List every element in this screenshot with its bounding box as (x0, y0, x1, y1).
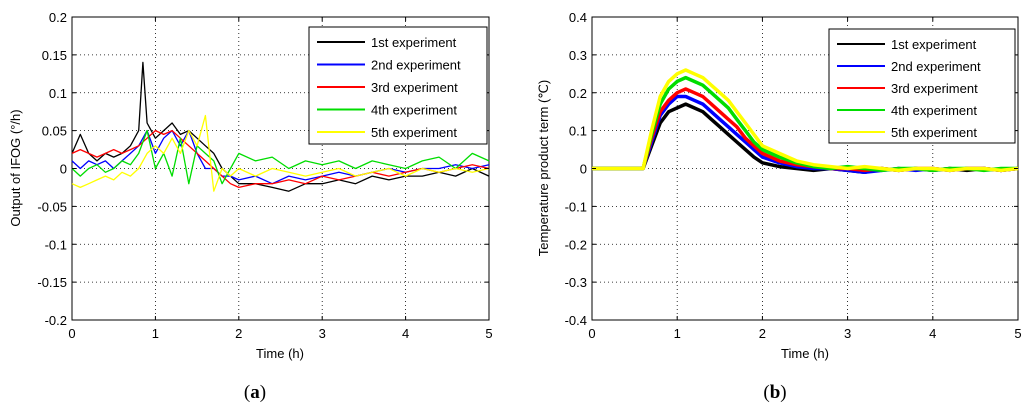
chart-b-y-tick-label: -0.2 (565, 237, 587, 252)
chart-a-y-tick-label: -0.2 (45, 313, 67, 328)
chart-a-x-tick-label: 3 (319, 326, 326, 341)
chart-b-y-tick-label: -0.3 (565, 275, 587, 290)
chart-b-y-tick-label: 0.3 (569, 48, 587, 63)
chart-a-x-tick-label: 0 (68, 326, 75, 341)
chart-a-legend: 1st experiment 2nd experiment 3rd experime… (308, 26, 488, 145)
chart-b-y-tick-label: 0.4 (569, 10, 587, 25)
chart-b-x-tick-label: 3 (844, 326, 851, 341)
chart-a-y-tick-label: -0.1 (45, 237, 67, 252)
chart-b-y-tick-label: 0.2 (569, 86, 587, 101)
chart-a-x-ticks: 0 1 2 3 4 5 (68, 17, 493, 341)
chart-a-y-tick-label: -0.15 (37, 275, 67, 290)
chart-a-series (71, 61, 490, 192)
caption-a: (a) (244, 382, 266, 403)
chart-a: 0 1 2 3 4 5 -0.2 -0.15 -0.1 -0.05 0 0.05 0.1 0.15 0.2… (8, 10, 493, 361)
chart-b-y-tick-label: -0.4 (565, 313, 587, 328)
chart-b-grid (592, 17, 1018, 320)
chart-a-y-tick-label: 0.1 (49, 86, 67, 101)
chart-a-legend-label-3: 3rd experiment (371, 80, 458, 95)
chart-a-y-ticks: -0.2 -0.15 -0.1 -0.05 0 0.05 0.1 0.15 0.2 (37, 10, 489, 328)
chart-a-series-line-4 (71, 129, 490, 185)
chart-a-legend-label-5: 5th experiment (371, 125, 457, 140)
chart-a-x-tick-label: 4 (402, 326, 409, 341)
chart-b-y-ticks: -0.4 -0.3 -0.2 -0.1 0 0.1 0.2 0.3 0.4 (565, 10, 1018, 328)
caption-a-letter: a (250, 382, 260, 403)
chart-b-legend: 1st experiment 2nd experiment 3rd experime… (828, 28, 1016, 144)
chart-b-legend-entries: 1st experiment 2nd experiment 3rd experime… (837, 37, 981, 140)
caption-b: (b) (763, 382, 786, 403)
chart-a-x-tick-label: 5 (485, 326, 492, 341)
chart-a-y-tick-label: 0.05 (42, 124, 67, 139)
chart-a-legend-box (308, 26, 488, 145)
chart-a-grid (72, 17, 489, 320)
chart-b-series-line-5 (592, 68, 1019, 173)
chart-b-legend-label-1: 1st experiment (891, 37, 977, 52)
chart-b-x-tick-label: 4 (929, 326, 936, 341)
chart-b-x-tick-label: 1 (674, 326, 681, 341)
caption-a-open: ( (244, 382, 250, 403)
caption-b-letter: b (770, 382, 781, 403)
chart-b-x-ticks: 0 1 2 3 4 5 (588, 17, 1022, 341)
chart-a-y-tick-label: 0.2 (49, 10, 67, 25)
chart-b-x-tick-label: 5 (1014, 326, 1021, 341)
chart-a-x-axis-label: Time (h) (256, 346, 304, 361)
chart-b-legend-label-3: 3rd experiment (891, 81, 978, 96)
chart-b-legend-label-4: 4th experiment (891, 103, 977, 118)
chart-b-y-tick-label: 0 (580, 162, 587, 177)
chart-a-y-tick-label: 0.15 (42, 48, 67, 63)
chart-a-y-tick-label: -0.05 (37, 199, 67, 214)
chart-b: 0 1 2 3 4 5 -0.4 -0.3 -0.2 -0.1 0 0.1 0.2 0.3 0.4 Tim… (536, 10, 1022, 361)
chart-a-x-tick-label: 1 (152, 326, 159, 341)
chart-b-y-axis-label: Temperature product term (℃) (536, 80, 551, 256)
chart-a-legend-label-2: 2nd experiment (371, 58, 461, 73)
chart-b-series (592, 68, 1019, 175)
chart-b-legend-label-2: 2nd experiment (891, 59, 981, 74)
caption-b-open: ( (763, 382, 769, 403)
chart-b-y-tick-label: 0.1 (569, 124, 587, 139)
chart-b-x-axis-label: Time (h) (781, 346, 829, 361)
caption-a-close: ) (260, 382, 266, 403)
chart-b-legend-label-5: 5th experiment (891, 125, 977, 140)
chart-a-y-tick-label: 0 (60, 162, 67, 177)
chart-b-legend-box (828, 28, 1016, 144)
chart-b-y-tick-label: -0.1 (565, 199, 587, 214)
caption-b-close: ) (780, 382, 786, 403)
chart-a-legend-label-4: 4th experiment (371, 103, 457, 118)
chart-a-legend-label-1: 1st experiment (371, 35, 457, 50)
chart-b-x-tick-label: 0 (588, 326, 595, 341)
chart-b-x-tick-label: 2 (759, 326, 766, 341)
chart-a-series-line-5 (71, 114, 490, 192)
chart-a-y-axis-label: Output of IFOG (°/h) (8, 109, 23, 226)
chart-a-legend-entries: 1st experiment 2nd experiment 3rd experime… (317, 35, 461, 140)
chart-a-x-tick-label: 2 (235, 326, 242, 341)
